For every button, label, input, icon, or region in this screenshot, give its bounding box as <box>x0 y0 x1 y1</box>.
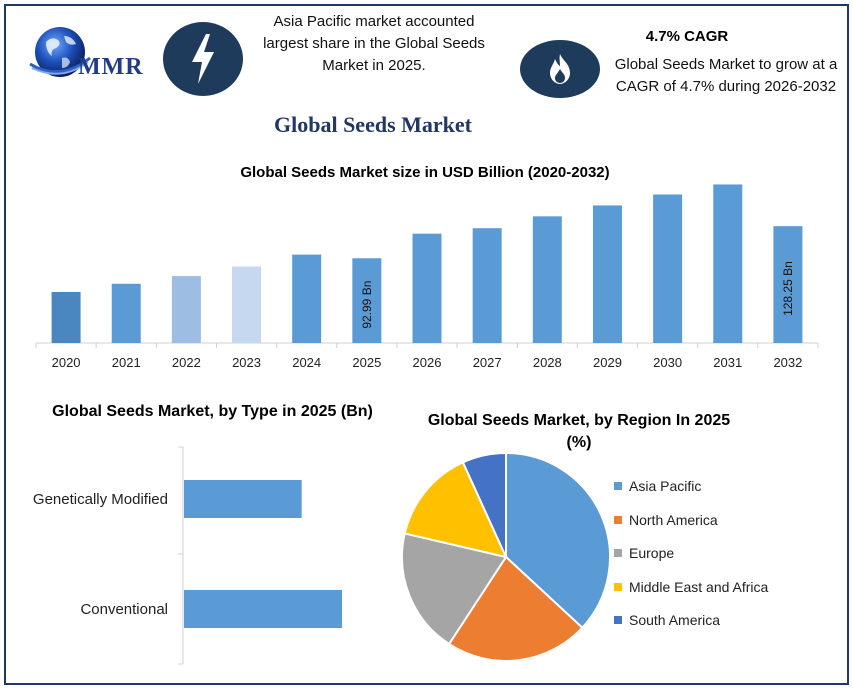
cagr-title: 4.7% CAGR <box>645 28 729 45</box>
pie-slice-middle-east-and-africa <box>403 461 508 559</box>
main-title: Global Seeds Market <box>274 112 472 137</box>
infographic-frame <box>4 4 849 685</box>
legend-swatch <box>614 515 622 524</box>
globe-icon <box>29 27 91 77</box>
x-tick-label: 2031 <box>713 355 742 370</box>
bar-2029 <box>592 205 622 343</box>
region-chart-title: Global Seeds Market, by Region In 2025 (… <box>427 412 731 451</box>
legend-item: Asia Pacific <box>614 478 701 494</box>
x-tick-label: 2030 <box>653 355 682 370</box>
x-tick-label: 2027 <box>473 355 502 370</box>
legend-label: Asia Pacific <box>629 478 702 494</box>
legend-item: Middle East and Africa <box>614 579 768 595</box>
bar-2028 <box>532 216 562 343</box>
type-category-label: Genetically Modified <box>33 491 168 508</box>
legend-item: North America <box>614 512 718 528</box>
legend-swatch <box>614 616 622 624</box>
region-legend: Asia Pacific North America Europe Middle Ea… <box>610 478 840 638</box>
bar-data-label: 92.99 Bn <box>360 281 374 329</box>
legend-swatch <box>614 549 622 557</box>
x-tick-label: 2026 <box>413 355 442 370</box>
legend-item: Europe <box>614 545 674 561</box>
pie-slice-asia-pacific <box>505 451 611 630</box>
x-tick-label: 2024 <box>292 355 321 370</box>
legend-swatch <box>614 582 622 591</box>
bar-data-label: 128.25 Bn <box>781 261 795 316</box>
x-tick-label: 2022 <box>172 355 201 370</box>
type-bar <box>184 480 302 518</box>
market-size-bar-chart: 2020 2021 2022 2023 2024 2025 92.99 Bn 2026 2027… <box>35 184 819 370</box>
legend-label: Europe <box>629 545 675 561</box>
x-tick-label: 2020 <box>52 355 81 370</box>
pie-slice-south-america <box>461 451 507 558</box>
legend-item: South America <box>614 612 720 628</box>
legend-label: Middle East and Africa <box>629 578 769 595</box>
bar-2025 <box>352 258 382 343</box>
lightning-icon-badge <box>163 22 243 96</box>
pie-slice-europe <box>401 532 508 646</box>
x-tick-label: 2021 <box>112 355 141 370</box>
brand-name: MMR <box>78 54 144 80</box>
legend-label: North America <box>629 511 718 528</box>
lightning-bolt-icon <box>192 34 214 84</box>
type-category-label: Conventional <box>80 601 168 618</box>
bar-2022 <box>171 276 201 343</box>
bar-2020 <box>51 291 81 343</box>
x-tick-label: 2032 <box>773 355 802 370</box>
bar-2032 <box>773 226 803 343</box>
type-horizontal-bar-chart: Genetically Modified Conventional <box>33 446 342 665</box>
x-tick-label: 2029 <box>593 355 622 370</box>
cagr-text: Global Seeds Market to grow at a CAGR of… <box>614 56 838 95</box>
region-info-text: Asia Pacific market accounted largest sh… <box>263 13 485 74</box>
logo: MMR <box>14 22 164 84</box>
bar-2021 <box>111 283 141 343</box>
region-pie-chart <box>401 451 611 662</box>
bar-2023 <box>232 266 262 343</box>
flame-icon-badge <box>520 40 600 98</box>
bar-2026 <box>412 233 442 343</box>
flame-icon <box>550 54 570 84</box>
x-tick-label: 2028 <box>533 355 562 370</box>
x-tick-label: 2025 <box>352 355 381 370</box>
bar-2024 <box>292 254 322 343</box>
bar-chart-title: Global Seeds Market size in USD Billion … <box>240 164 610 181</box>
type-chart-title: Global Seeds Market, by Type in 2025 (Bn… <box>52 403 373 420</box>
pie-slice-north-america <box>447 555 584 662</box>
legend-label: South America <box>629 612 721 628</box>
legend-swatch <box>614 482 622 490</box>
bar-2027 <box>472 228 502 343</box>
type-bar <box>184 590 342 628</box>
bar-2031 <box>713 184 743 343</box>
x-tick-label: 2023 <box>232 355 261 370</box>
bar-2030 <box>653 194 683 343</box>
